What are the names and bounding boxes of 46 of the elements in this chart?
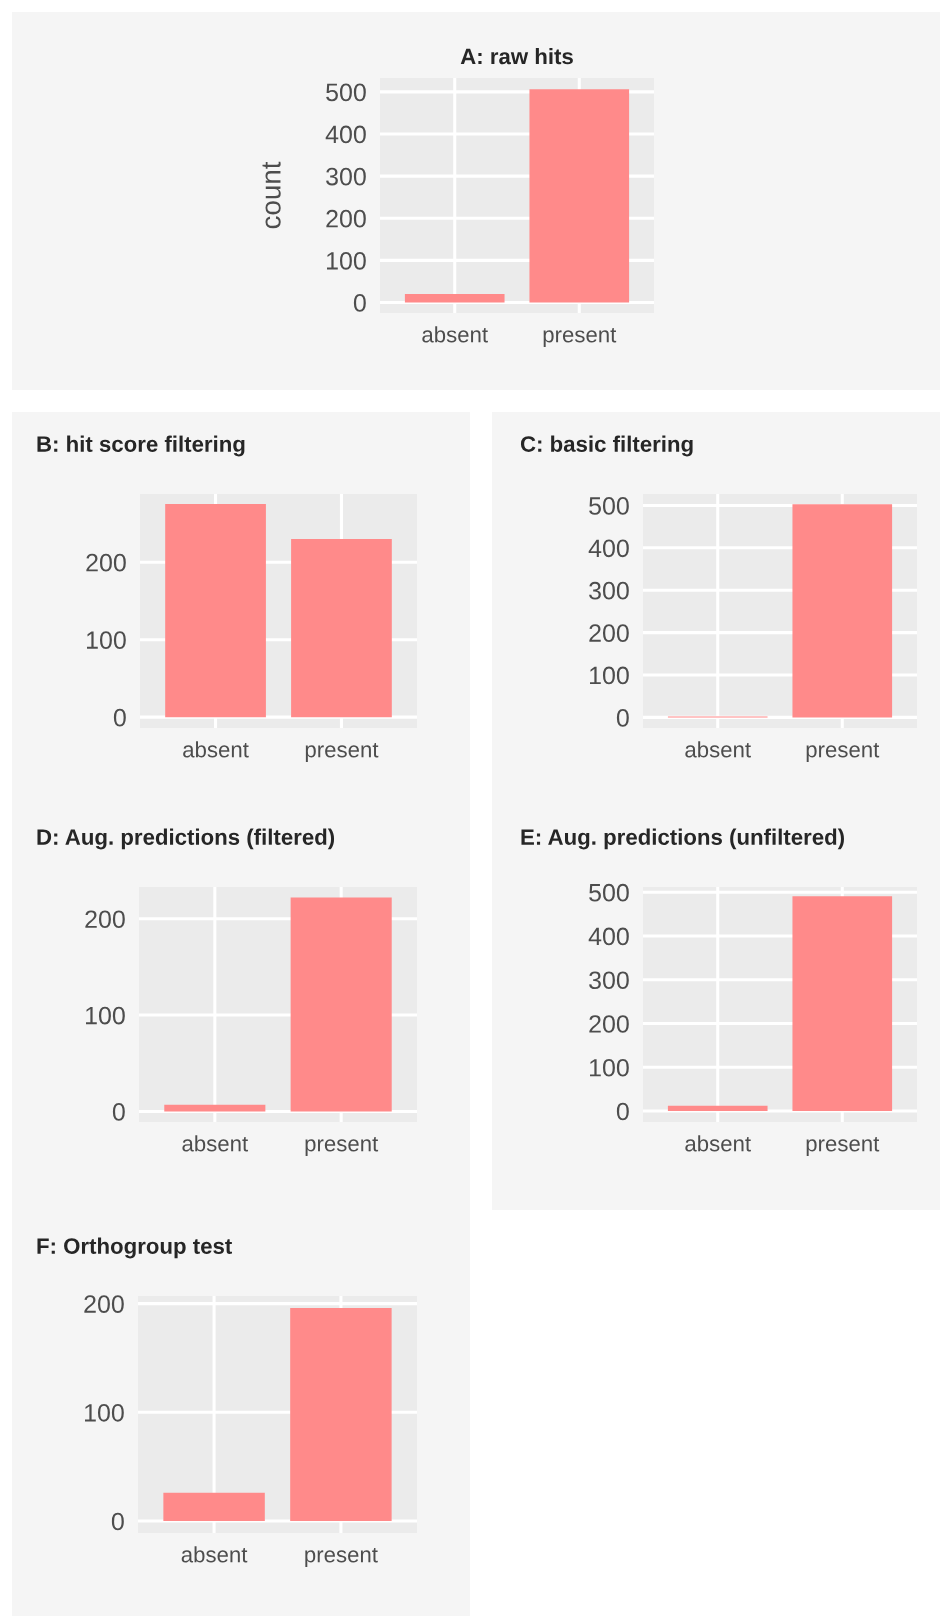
- y-tick-label: 200: [589, 624, 629, 642]
- y-tick-label: 300: [589, 581, 629, 600]
- x-tick-label: present: [543, 327, 617, 347]
- y-tick-label: 400: [588, 927, 629, 946]
- y-axis-title: count: [262, 161, 281, 229]
- chart-title: C: basic filtering: [520, 435, 693, 457]
- y-tick-label: 0: [111, 1512, 124, 1531]
- x-tick-label: absent: [422, 326, 488, 343]
- y-tick-label: 0: [616, 709, 629, 727]
- chart-title: D: Aug. predictions (filtered): [37, 828, 335, 850]
- y-tick-label: 400: [325, 125, 366, 144]
- y-tick-label: 200: [326, 209, 366, 228]
- y-tick-label: 300: [326, 167, 366, 186]
- y-tick-label: 100: [590, 666, 629, 685]
- y-tick-label: 300: [589, 971, 629, 990]
- x-tick-label: absent: [181, 1546, 248, 1563]
- y-tick-label: 200: [589, 1015, 629, 1033]
- y-tick-label: 500: [589, 497, 629, 515]
- y-tick-label: 0: [113, 708, 126, 727]
- y-tick-label: 0: [616, 1102, 629, 1121]
- x-tick-label: present: [305, 742, 379, 762]
- chart-title: F: Orthogroup test: [37, 1237, 232, 1259]
- y-tick-label: 100: [590, 1058, 629, 1077]
- x-tick-label: present: [806, 742, 880, 762]
- y-tick-label: 0: [353, 294, 366, 312]
- y-tick-label: 100: [87, 631, 126, 649]
- x-tick-label: present: [305, 1547, 378, 1567]
- chart-title: B: hit score filtering: [37, 435, 245, 457]
- chart-title: A: raw hits: [460, 48, 573, 65]
- x-tick-label: absent: [182, 1135, 249, 1152]
- y-tick-label: 100: [85, 1403, 124, 1422]
- y-tick-label: 500: [589, 883, 629, 902]
- y-tick-label: 400: [588, 539, 629, 558]
- x-tick-label: present: [305, 1136, 379, 1156]
- y-tick-label: 200: [86, 553, 126, 572]
- y-tick-label: 200: [85, 910, 125, 929]
- y-tick-label: 200: [84, 1295, 124, 1313]
- chart-title: E: Aug. predictions (unfiltered): [521, 828, 844, 850]
- x-tick-label: absent: [685, 1135, 751, 1152]
- y-tick-label: 0: [112, 1103, 125, 1121]
- y-tick-label: 500: [326, 83, 366, 102]
- y-tick-label: 100: [86, 1006, 125, 1025]
- x-tick-label: present: [806, 1136, 880, 1156]
- x-tick-label: absent: [685, 741, 751, 758]
- y-tick-label: 100: [327, 251, 366, 270]
- x-tick-label: absent: [183, 741, 249, 758]
